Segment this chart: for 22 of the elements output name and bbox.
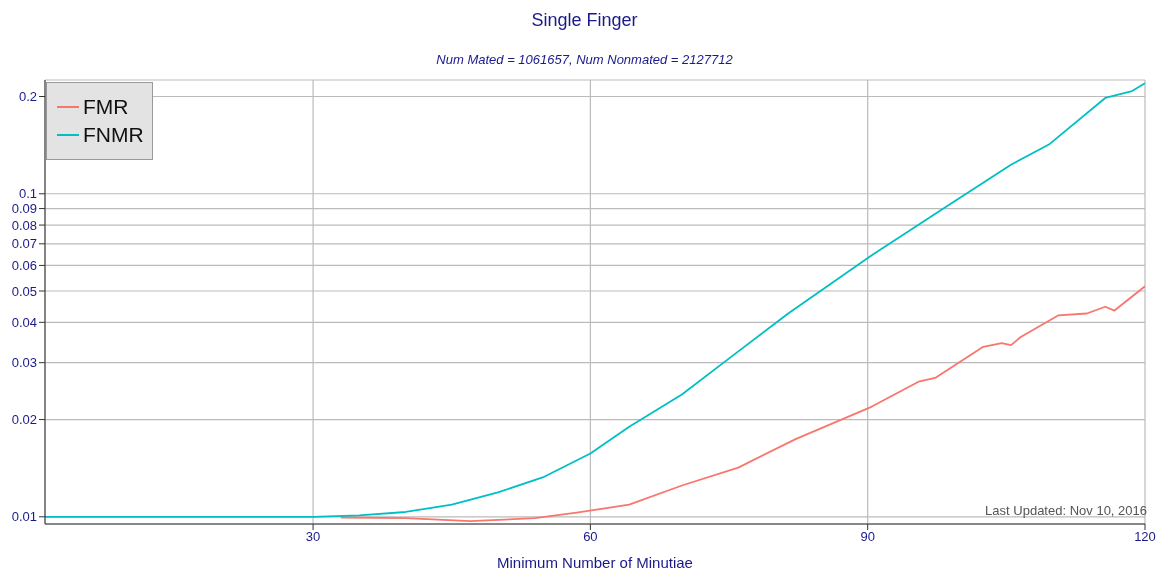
y-tick-label: 0.07 <box>11 236 37 252</box>
annotation: Last Updated: Nov 10, 2016 <box>985 503 1147 518</box>
legend-label: FMR <box>83 94 129 120</box>
y-tick-label: 0.09 <box>11 201 37 217</box>
y-tick-label: 0.2 <box>18 89 37 105</box>
legend-label: FNMR <box>83 122 144 148</box>
chart-title: Single Finger <box>530 10 639 31</box>
x-tick-label: 60 <box>583 529 598 545</box>
line-series <box>339 285 1145 522</box>
y-tick-label: 0.08 <box>11 217 37 233</box>
y-tick-label: 0.03 <box>11 355 37 371</box>
x-tick-label: 90 <box>860 529 875 545</box>
y-tick-label: 0.04 <box>11 314 37 330</box>
x-tick-label: 120 <box>1134 529 1156 545</box>
y-tick-label: 0.02 <box>11 412 37 428</box>
x-tick-label: 30 <box>305 529 321 545</box>
y-tick-label: 0.06 <box>11 258 37 274</box>
y-tick-label: 0.1 <box>18 186 37 202</box>
chart-subtitle: Num Mated = 1061657, Num Nonmated = 2127712 <box>435 52 734 67</box>
x-axis-title: Minimum Number of Minutiae <box>497 554 693 571</box>
y-tick-label: 0.05 <box>11 283 37 299</box>
y-tick-label: 0.01 <box>11 509 37 525</box>
